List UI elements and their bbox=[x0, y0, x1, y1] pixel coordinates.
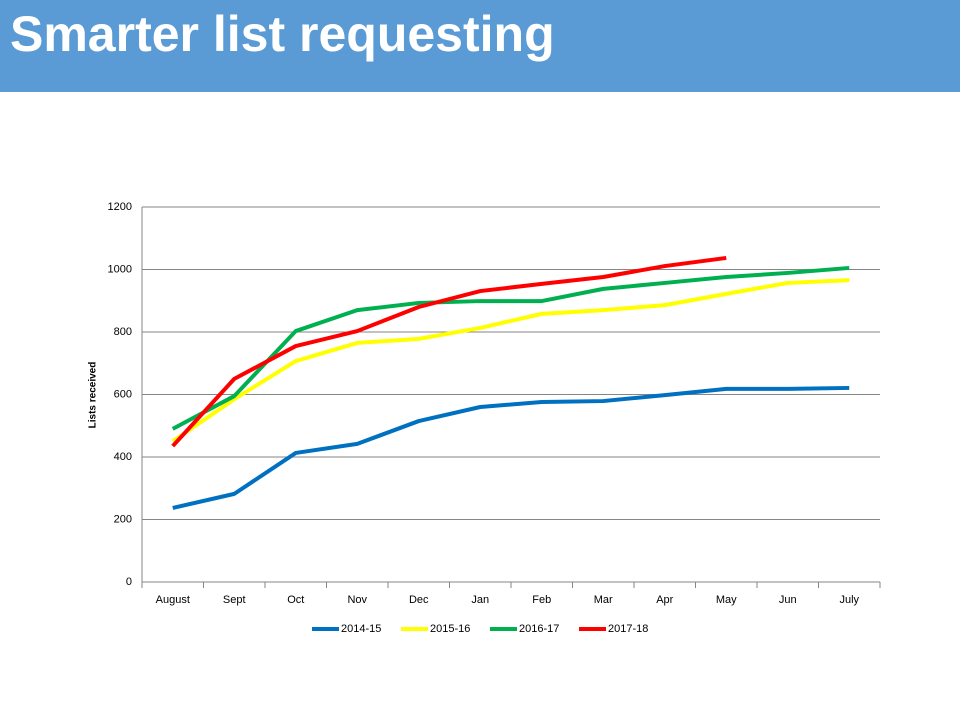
x-tick-label: Sept bbox=[223, 594, 246, 606]
legend-label: 2016-17 bbox=[519, 623, 559, 635]
series-line bbox=[171, 265, 850, 431]
legend-label: 2014-15 bbox=[341, 623, 381, 635]
x-tick-label: Apr bbox=[656, 594, 673, 606]
y-tick-label: 800 bbox=[114, 326, 132, 338]
x-tick-label: Jan bbox=[471, 594, 489, 606]
y-tick-label: 1000 bbox=[108, 263, 132, 275]
y-tick-label: 200 bbox=[114, 513, 132, 525]
x-tick-label: May bbox=[716, 594, 737, 606]
y-tick-label: 600 bbox=[114, 388, 132, 400]
y-axis-label: Lists received bbox=[88, 362, 99, 429]
series-line bbox=[171, 278, 850, 444]
x-tick-label: Feb bbox=[532, 594, 551, 606]
legend-label: 2017-18 bbox=[608, 623, 648, 635]
y-tick-label: 400 bbox=[114, 451, 132, 463]
x-tick-label: Jun bbox=[779, 594, 797, 606]
x-tick-label: Oct bbox=[287, 594, 304, 606]
x-tick-label: Mar bbox=[594, 594, 613, 606]
x-tick-label: Nov bbox=[347, 594, 367, 606]
series-line bbox=[172, 385, 850, 510]
x-tick-label: Dec bbox=[409, 594, 429, 606]
y-tick-label: 0 bbox=[126, 576, 132, 588]
legend-label: 2015-16 bbox=[430, 623, 470, 635]
x-tick-label: August bbox=[156, 594, 190, 606]
slide-title: Smarter list requesting bbox=[10, 6, 555, 62]
series-line bbox=[171, 255, 727, 448]
header-bar bbox=[0, 0, 960, 92]
y-tick-label: 1200 bbox=[108, 201, 132, 213]
x-tick-label: July bbox=[839, 594, 859, 606]
